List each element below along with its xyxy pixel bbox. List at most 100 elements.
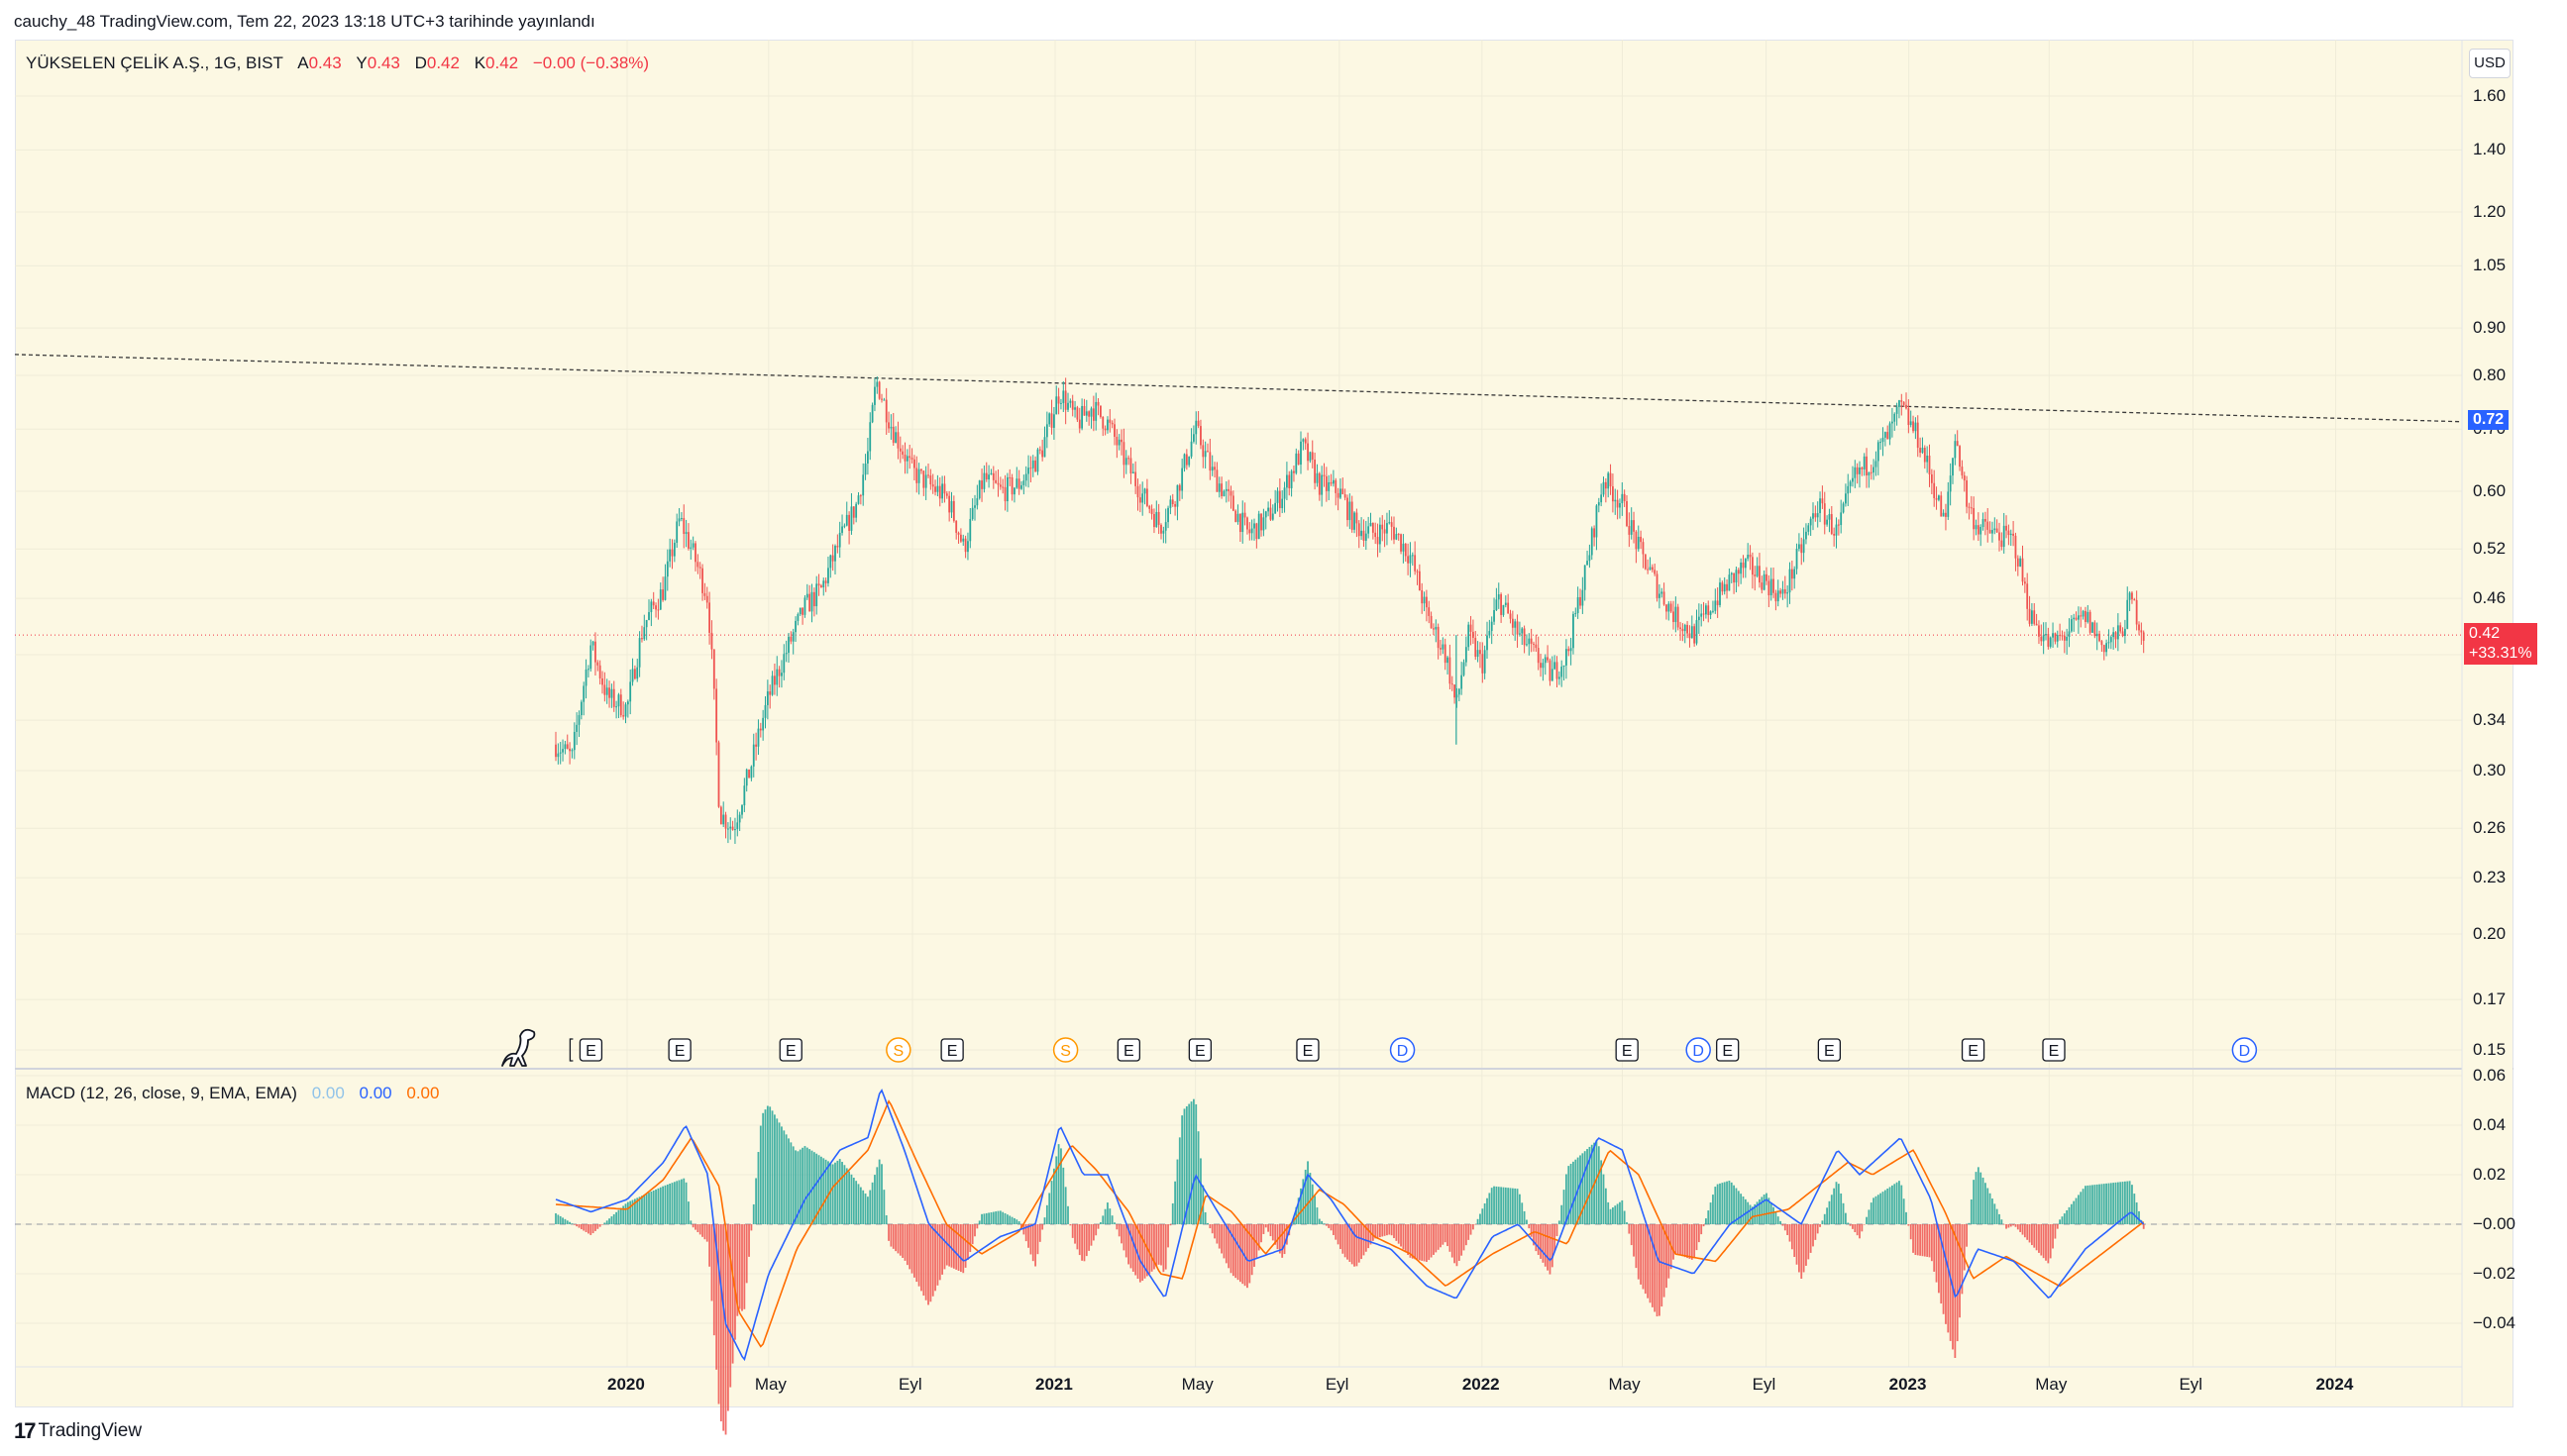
- candle-body: [1081, 405, 1083, 429]
- macd-histogram-bar: [750, 1224, 753, 1231]
- chart-pane[interactable]: [15, 40, 2514, 1407]
- candle-body: [2109, 637, 2112, 643]
- earnings-marker[interactable]: [1961, 1038, 1985, 1062]
- candle-body: [1719, 582, 1721, 605]
- candle-body: [1828, 514, 1831, 520]
- candle-body: [557, 753, 560, 758]
- macd-histogram-bar: [824, 1159, 827, 1224]
- earnings-marker[interactable]: [779, 1038, 802, 1062]
- candle-body: [1649, 567, 1652, 571]
- candle-body: [1216, 469, 1219, 492]
- macd-histogram-bar: [1230, 1224, 1232, 1274]
- collapsed-events-bracket[interactable]: [569, 1038, 574, 1062]
- currency-button[interactable]: USD: [2469, 49, 2511, 78]
- macd-histogram-bar: [890, 1224, 893, 1247]
- macd-histogram-bar: [1609, 1208, 1612, 1224]
- candle-body: [1553, 662, 1556, 670]
- candle-body: [1269, 507, 1272, 520]
- macd-histogram-bar: [2059, 1219, 2061, 1224]
- candle-body: [1819, 498, 1821, 514]
- macd-value: 0.00: [359, 1084, 392, 1102]
- candle-body: [1759, 566, 1761, 583]
- macd-histogram-bar: [1928, 1224, 1931, 1258]
- price-tick-label: 0.20: [2473, 923, 2507, 943]
- earnings-marker[interactable]: [2042, 1038, 2066, 1062]
- candle-body: [2135, 599, 2138, 625]
- macd-histogram-bar: [671, 1183, 674, 1224]
- macd-histogram-bar: [2126, 1181, 2129, 1224]
- macd-histogram-bar: [1346, 1224, 1348, 1260]
- earnings-marker[interactable]: [1716, 1038, 1740, 1062]
- macd-title[interactable]: MACD (12, 26, close, 9, EMA, EMA): [26, 1084, 297, 1102]
- candle-body: [1672, 611, 1674, 623]
- macd-histogram-bar: [822, 1158, 825, 1224]
- candle-body: [583, 685, 586, 702]
- macd-histogram-bar: [1647, 1224, 1650, 1299]
- candle-body: [1562, 665, 1565, 667]
- macd-histogram-bar: [1730, 1182, 1733, 1224]
- macd-histogram-bar: [2107, 1183, 2110, 1224]
- earnings-marker[interactable]: [1817, 1038, 1842, 1062]
- candle-body: [1346, 497, 1348, 521]
- candle-body: [2068, 631, 2071, 638]
- macd-histogram-bar: [1977, 1167, 1979, 1224]
- candle-body: [1814, 513, 1817, 518]
- candle-body: [859, 495, 862, 497]
- earnings-marker[interactable]: [579, 1038, 603, 1062]
- candle-body: [1986, 521, 1989, 530]
- candle-body: [799, 607, 802, 615]
- candle-body: [1772, 578, 1774, 593]
- macd-histogram-bar: [1521, 1202, 1524, 1224]
- footer-branding[interactable]: 17 TradingView: [14, 1418, 142, 1444]
- split-marker[interactable]: [886, 1037, 911, 1063]
- split-marker[interactable]: [1052, 1037, 1079, 1063]
- macd-histogram-bar: [617, 1209, 620, 1224]
- candle-body: [1802, 539, 1805, 554]
- candle-body: [1460, 675, 1463, 689]
- candle-body: [1243, 512, 1246, 518]
- macd-histogram-bar: [1572, 1161, 1574, 1224]
- macd-histogram-bar: [995, 1211, 998, 1224]
- candle-body: [2119, 625, 2122, 632]
- candle-body: [650, 601, 653, 613]
- macd-histogram-bar: [778, 1122, 781, 1224]
- candle-body: [1642, 542, 1645, 555]
- candle-body: [2019, 558, 2022, 567]
- macd-histogram-bar: [1333, 1224, 1335, 1235]
- candle-body: [1730, 572, 1733, 575]
- macd-histogram-bar: [1891, 1185, 1893, 1224]
- candle-body: [1733, 572, 1735, 583]
- macd-histogram-bar: [2085, 1186, 2086, 1224]
- candle-body: [643, 627, 646, 640]
- dividend-marker[interactable]: [1389, 1037, 1416, 1063]
- event-marker-label: D: [1397, 1043, 1409, 1060]
- symbol-title[interactable]: YÜKSELEN ÇELİK A.Ş., 1G, BIST: [26, 53, 283, 72]
- trendline[interactable]: [14, 354, 2463, 423]
- earnings-marker[interactable]: [1188, 1038, 1213, 1062]
- trendline-layer[interactable]: [14, 354, 2463, 636]
- macd-histogram-bar: [1590, 1144, 1593, 1224]
- candle-body: [812, 591, 815, 607]
- earnings-marker[interactable]: [1117, 1038, 1141, 1062]
- candle-body: [808, 593, 811, 612]
- macd-histogram-bar: [881, 1164, 883, 1224]
- earnings-marker[interactable]: [668, 1038, 692, 1062]
- macd-histogram-bar: [1504, 1187, 1507, 1224]
- candle-body: [1409, 555, 1412, 564]
- macd-histogram-bar: [1747, 1201, 1750, 1224]
- candle-body: [2100, 641, 2103, 646]
- earnings-marker[interactable]: [1296, 1038, 1320, 1062]
- dividend-marker[interactable]: [2231, 1037, 2258, 1063]
- earnings-marker[interactable]: [940, 1038, 964, 1062]
- candle-body: [1150, 508, 1153, 515]
- earnings-marker[interactable]: [1615, 1038, 1639, 1062]
- candle-body: [1879, 442, 1882, 444]
- price-axis-area[interactable]: [2462, 41, 2513, 1406]
- candle-body: [1262, 517, 1265, 531]
- candle-body: [1197, 420, 1200, 427]
- dividend-marker[interactable]: [1685, 1037, 1711, 1063]
- macd-histogram-bar: [1859, 1224, 1861, 1239]
- candle-body: [1225, 488, 1228, 491]
